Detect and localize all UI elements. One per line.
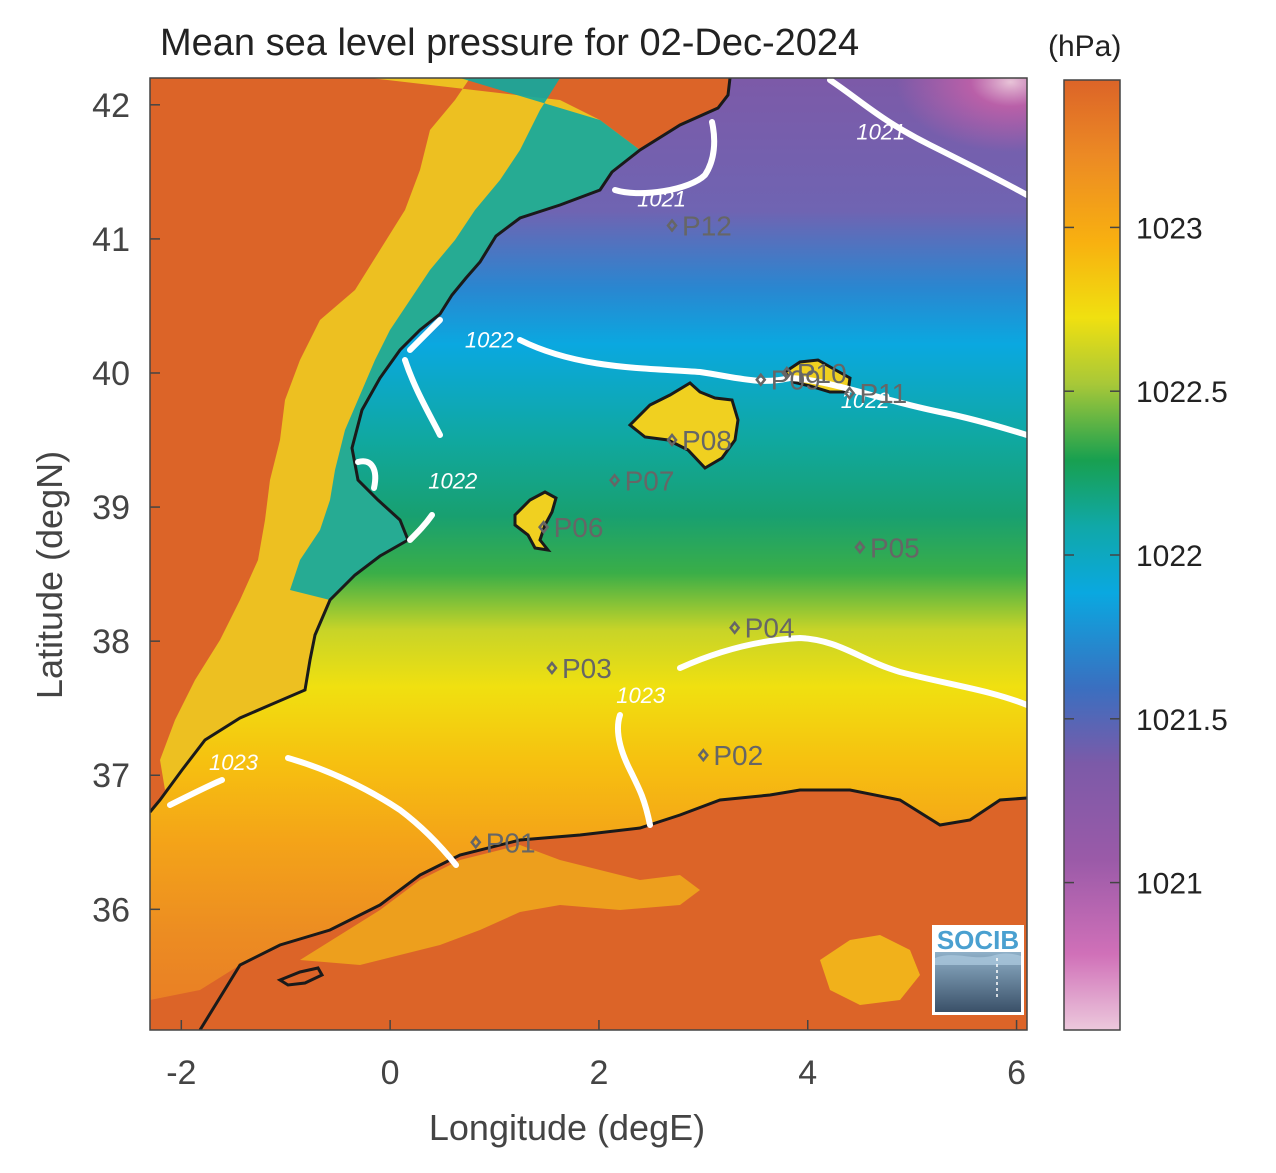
colorbar-ticks: 1023 1022.5 1022 1021.5 1021 [1064,212,1228,901]
station-diamond-icon [854,540,866,555]
x-axis: -2 0 2 4 6 [166,1020,1026,1092]
low-pressure-zone [700,78,1027,278]
contour-label: 1023 [616,683,666,708]
contour-labels: 1021 1021 1022 1022 1022 1023 1023 [209,120,905,775]
colorbar-tick-label: 1022 [1136,540,1203,573]
contour-label: 1022 [841,388,890,413]
isobar-1023-a [615,634,1027,828]
contour-label: 1021 [856,120,905,145]
station-marker: P01 [470,827,536,858]
station-label: P02 [713,740,763,771]
station-label: P05 [870,532,920,563]
station-diamond-icon [546,660,558,675]
colorbar-tick-label: 1021 [1136,868,1203,901]
y-tick-label: 39 [92,489,130,527]
station-marker: P05 [854,532,920,563]
station-diamond-icon [697,748,709,763]
station-diamond-icon [538,520,550,535]
station-label: P01 [486,827,536,858]
station-label: P09 [771,365,821,396]
isobar-1022-a [407,317,1027,438]
station-diamond-icon [755,372,767,387]
station-label: P04 [745,613,795,644]
alboran-island [276,966,325,987]
africa-land [150,790,1027,1030]
station-marker: P08 [666,425,732,456]
colorbar-unit: (hPa) [1048,30,1122,63]
station-label: P12 [682,210,732,241]
africa-coast-yellow [300,845,700,965]
station-diamond-icon [843,386,856,401]
africa-inland-patch [820,935,920,1005]
x-tick-label: 4 [798,1054,817,1092]
y-tick-label: 40 [92,355,130,393]
y-tick-label: 42 [92,87,130,125]
station-label: P10 [797,358,847,389]
y-tick-label: 37 [92,757,130,795]
isobar-1023-b [167,755,459,868]
station-diamond-icon [470,835,482,850]
station-label: P08 [682,425,732,456]
isobar-1021-a [827,78,1027,198]
station-marker: P09 [755,365,821,396]
station-diamond-icon [609,473,621,488]
colorbar-tick-label: 1022.5 [1136,376,1228,409]
isobar-1021-b [612,119,718,197]
station-diamond-icon [729,620,741,635]
station-diamond-icon [666,218,678,233]
station-marker: P07 [609,465,675,496]
socib-logo-text: SOCIB [937,925,1019,955]
plot-frame [149,77,1028,1031]
x-tick-label: -2 [166,1054,196,1092]
contour-label: 1022 [465,327,514,352]
station-marker: P06 [538,512,604,543]
contour-label: 1022 [428,468,477,493]
colorbar-tick-label: 1023 [1136,212,1203,245]
station-label: P03 [562,653,612,684]
station-marker: P12 [666,210,732,241]
iberia-coast-teal [290,78,640,600]
x-axis-label: Longitude (degE) [429,1107,705,1148]
x-tick-label: 6 [1007,1054,1026,1092]
station-diamond-icon [666,433,678,448]
iberia-coast-band [160,78,640,790]
isobar-small-loop [355,458,379,491]
station-marker: P03 [546,653,612,684]
station-label: P07 [625,465,675,496]
isobar-1022-b [402,357,443,543]
station-label: P06 [554,512,604,543]
y-tick-label: 36 [92,891,130,929]
iberia-coastline [150,78,732,813]
x-tick-label: 2 [589,1054,608,1092]
map-title: Mean sea level pressure for 02-Dec-2024 [160,22,860,64]
contour-label: 1023 [209,750,259,775]
x-tick-label: 0 [381,1054,400,1092]
y-tick-label: 38 [92,623,130,661]
y-axis-label: Latitude (degN) [29,451,70,699]
contour-label: 1021 [637,187,686,212]
station-marker: P02 [697,740,763,771]
colorbar-tick-label: 1021.5 [1136,704,1228,737]
station-diamond-icon [781,365,793,380]
y-axis: 42 41 40 39 38 37 36 [92,87,160,929]
isobars [167,78,1027,868]
station-marker: P04 [729,613,795,644]
station-marker: P11 [843,378,908,409]
socib-logo: SOCIB [932,925,1024,1015]
africa-coastline [198,788,1027,1030]
y-tick-label: 41 [92,221,130,259]
station-label: P11 [860,378,908,409]
station-marker: P10 [781,358,847,389]
